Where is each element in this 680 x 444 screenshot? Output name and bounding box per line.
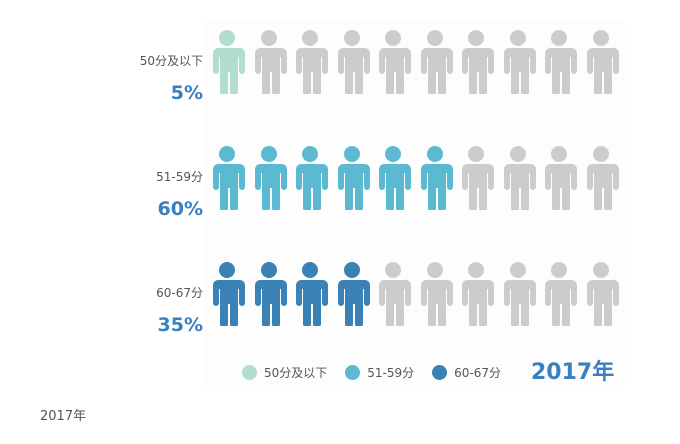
person-icon-filled <box>213 30 245 94</box>
legend-dot-icon <box>345 365 361 380</box>
person-icon-empty <box>545 30 577 94</box>
person-icon-empty <box>462 30 494 94</box>
person-icon-empty <box>545 146 577 210</box>
legend-dot-icon <box>432 365 448 380</box>
row-label: 60-67分 <box>156 286 203 300</box>
legend-label: 51-59分 <box>367 366 415 380</box>
person-icon-filled <box>254 146 287 210</box>
chart-title: 2017年 <box>531 360 615 385</box>
row-percent: 60% <box>157 198 203 220</box>
person-icon-empty <box>254 30 287 94</box>
person-icon-empty <box>503 30 536 94</box>
icon-row <box>208 30 628 94</box>
legend-item[interactable]: 51-59分 <box>345 364 414 381</box>
person-icon-filled <box>420 146 453 210</box>
person-icon-empty <box>379 30 411 94</box>
legend-dot-icon <box>242 365 257 380</box>
person-icon-filled <box>296 146 328 210</box>
legend-item[interactable]: 50分及以下 <box>242 364 327 381</box>
caption: 2017年 <box>40 409 87 424</box>
person-icon-empty <box>545 262 577 326</box>
icon-row <box>208 146 628 210</box>
person-icon-filled <box>337 146 370 210</box>
person-icon-empty <box>462 146 494 210</box>
person-icon-empty <box>586 146 619 210</box>
person-icon-filled <box>254 262 287 326</box>
legend-label: 60-67分 <box>454 366 502 380</box>
person-icon-empty <box>420 262 453 326</box>
person-icon-empty <box>586 30 619 94</box>
icon-row <box>208 262 628 326</box>
person-icon-empty <box>462 262 494 326</box>
person-icon-empty <box>503 146 536 210</box>
person-icon-filled <box>337 262 370 326</box>
person-icon-empty <box>379 262 411 326</box>
person-icon-filled <box>296 262 328 326</box>
person-icon-empty <box>296 30 328 94</box>
person-icon-empty <box>420 30 453 94</box>
legend: 50分及以下 51-59分 60-67分 <box>242 364 519 381</box>
row-percent: 5% <box>170 82 203 104</box>
person-icon-empty <box>503 262 536 326</box>
person-icon-empty <box>586 262 619 326</box>
legend-label: 50分及以下 <box>264 366 328 380</box>
person-icon-empty <box>337 30 370 94</box>
row-percent: 35% <box>157 314 203 336</box>
person-icon-filled <box>213 146 245 210</box>
person-icon-filled <box>379 146 411 210</box>
row-label: 50分及以下 <box>139 54 203 68</box>
person-icon-filled <box>213 262 245 326</box>
row-label: 51-59分 <box>156 170 203 184</box>
legend-item[interactable]: 60-67分 <box>432 364 501 381</box>
